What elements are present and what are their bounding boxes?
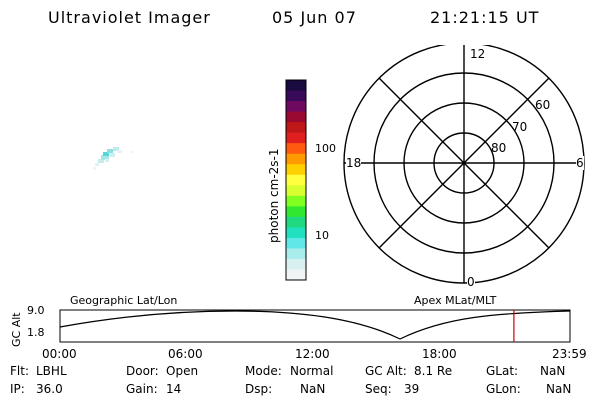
timeline-y-tick-top: 9.0	[27, 304, 45, 317]
x-tick-0600: 06:00	[168, 347, 203, 361]
colorbar-swatch	[286, 248, 306, 260]
colorbar-swatch	[286, 216, 306, 228]
date-label: 05 Jun 07	[272, 8, 357, 27]
colorbar-swatch	[286, 122, 306, 134]
ip-value: 36.0	[36, 382, 63, 396]
altitude-curve	[59, 310, 571, 340]
door-label: Door:	[126, 364, 159, 378]
x-tick-2359: 23:59	[552, 347, 587, 361]
colorbar-swatch	[286, 237, 306, 249]
colorbar-swatch	[286, 206, 306, 218]
colorbar-swatch	[286, 153, 306, 165]
colorbar-swatch	[286, 143, 306, 155]
color-bar	[285, 79, 307, 281]
glat-label: GLat:	[486, 364, 519, 378]
dsp-label: Dsp:	[245, 382, 273, 396]
gain-value: 14	[166, 382, 182, 396]
dsp-value: NaN	[300, 382, 326, 396]
colorbar-swatch	[286, 269, 306, 281]
colorbar-tick-100: 100	[315, 142, 336, 155]
polar-plot	[343, 45, 585, 284]
lat-label-60: 60	[535, 98, 551, 112]
time-label: 21:21:15 UT	[430, 8, 540, 27]
altitude-timeline	[59, 309, 571, 343]
colorbar-swatch	[286, 164, 306, 176]
door-value: Open	[166, 364, 199, 378]
x-tick-0000: 00:00	[42, 347, 77, 361]
colorbar-swatch	[286, 227, 306, 239]
flt-value: LBHL	[36, 364, 67, 378]
lat-label-80: 80	[491, 141, 507, 155]
gain-label: Gain:	[126, 382, 158, 396]
colorbar-swatch	[286, 101, 306, 113]
colorbar-tick-10: 10	[315, 229, 329, 242]
timeline-y-axis-label: GC Alt	[10, 312, 23, 347]
colorbar-swatch	[286, 111, 306, 123]
seq-label: Seq:	[365, 382, 392, 396]
instrument-title: Ultraviolet Imager	[48, 8, 211, 27]
mlt-label-6: 6	[576, 156, 584, 170]
colorbar-swatch	[286, 185, 306, 197]
colorbar-swatch	[286, 132, 306, 144]
mlt-label-12: 12	[470, 47, 486, 61]
mlt-label-18: 18	[346, 156, 362, 170]
mlt-label-0: 0	[467, 275, 475, 289]
colorbar-swatch	[286, 174, 306, 186]
seq-value: 39	[404, 382, 420, 396]
glon-value: NaN	[546, 382, 572, 396]
x-tick-1200: 12:00	[295, 347, 330, 361]
ip-label: IP:	[10, 382, 25, 396]
timeline-right-label: Apex MLat/MLT	[414, 294, 497, 307]
x-tick-1800: 18:00	[422, 347, 457, 361]
flt-label: Flt:	[10, 364, 29, 378]
glon-label: GLon:	[486, 382, 521, 396]
timeline-left-label: Geographic Lat/Lon	[70, 294, 178, 307]
colorbar-swatch	[286, 80, 306, 92]
glat-value: NaN	[540, 364, 566, 378]
lat-label-70: 70	[512, 120, 528, 134]
timeline-y-tick-bottom: 1.8	[27, 326, 45, 339]
mode-label: Mode:	[245, 364, 282, 378]
colorbar-units-label: photon cm-2s-1	[267, 148, 281, 244]
colorbar-swatch	[286, 258, 306, 270]
colorbar-swatch	[286, 90, 306, 102]
gcalt-label: GC Alt:	[365, 364, 407, 378]
gcalt-value: 8.1 Re	[414, 364, 453, 378]
uv-image-panel	[93, 147, 133, 170]
colorbar-swatch	[286, 195, 306, 207]
mode-value: Normal	[290, 364, 334, 378]
aurora-blob	[93, 147, 133, 170]
